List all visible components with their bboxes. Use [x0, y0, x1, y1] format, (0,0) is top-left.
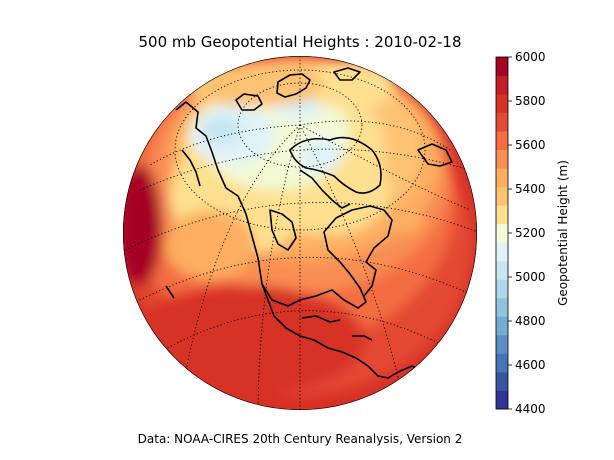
- colorbar-ticks: 4400 4600 4800 5000 5200 5400 5600 5800 6000: [508, 50, 546, 416]
- colorbar-band: [496, 242, 508, 262]
- colorbar-band: [496, 112, 508, 132]
- colorbar-band: [496, 186, 508, 206]
- colorbar-band: [496, 223, 508, 243]
- colorbar-tick-label: 5600: [515, 138, 546, 152]
- colorbar-tick-label: 4600: [515, 358, 546, 372]
- colorbar-band: [496, 57, 508, 76]
- colorbar-band: [496, 390, 508, 410]
- colorbar-band: [496, 94, 508, 113]
- graticule: [124, 56, 477, 410]
- data-source-caption: Data: NOAA-CIRES 20th Century Reanalysis…: [138, 432, 463, 446]
- colorbar-band: [496, 297, 508, 317]
- colorbar-band: [496, 371, 508, 391]
- colorbar-tick-label: 5800: [515, 94, 546, 108]
- colorbar-bands: [496, 57, 508, 410]
- colorbar-tick-label: 4400: [515, 402, 546, 416]
- colorbar-tick-label: 5400: [515, 182, 546, 196]
- field-contours: [123, 56, 472, 395]
- colorbar-band: [496, 353, 508, 373]
- colorbar-band: [496, 131, 508, 151]
- globe: [123, 56, 477, 410]
- colorbar: 4400 4600 4800 5000 5200 5400 5600 5800 6000 Geo…: [495, 50, 570, 416]
- colorbar-band: [496, 205, 508, 225]
- colorbar-band: [496, 168, 508, 188]
- colorbar-tick-label: 5000: [515, 270, 546, 284]
- colorbar-band: [496, 75, 508, 95]
- colorbar-label: Geopotential Height (m): [556, 160, 570, 306]
- colorbar-tick-label: 6000: [515, 50, 546, 64]
- colorbar-band: [496, 334, 508, 354]
- height-field: [123, 56, 477, 410]
- colorbar-band: [496, 260, 508, 280]
- colorbar-band: [496, 149, 508, 169]
- colorbar-tick-label: 4800: [515, 314, 546, 328]
- colorbar-band: [496, 279, 508, 299]
- map-title: 500 mb Geopotential Heights : 2010-02-18: [139, 33, 462, 51]
- colorbar-tick-label: 5200: [515, 226, 546, 240]
- colorbar-band: [496, 316, 508, 336]
